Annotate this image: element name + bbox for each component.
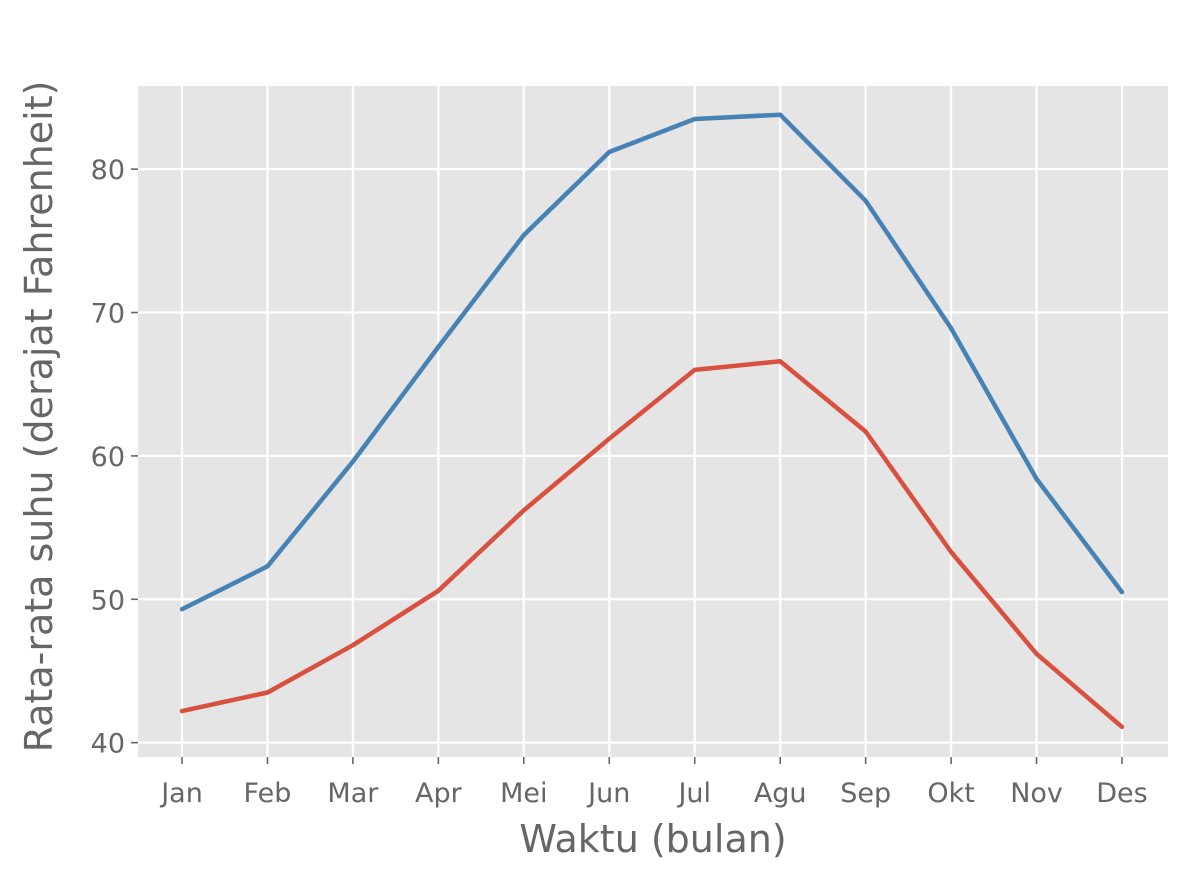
y-axis-label: Rata-rata suhu (derajat Fahrenheit): [17, 81, 61, 753]
x-tick-label: Jun: [586, 778, 630, 809]
y-tick-label: 70: [91, 299, 125, 330]
x-tick-label: Feb: [244, 778, 292, 809]
x-tick-label: Sep: [840, 778, 891, 809]
x-tick-label: Agu: [754, 778, 807, 809]
series: [179, 112, 1125, 730]
x-tick-label: Mar: [327, 778, 379, 809]
series-line-2: [179, 359, 1125, 730]
axis-ticks: Jan Feb Mar Apr Mei Jun Jul Agu Sep Okt Nov Des 40 50…: [91, 155, 1148, 809]
y-tick-label: 40: [91, 729, 125, 760]
x-tick-label: Mei: [500, 778, 547, 809]
y-tick-label: 80: [91, 155, 125, 186]
x-tick-label: Okt: [927, 778, 974, 809]
x-tick-label: Jul: [676, 778, 711, 809]
x-tick-label: Nov: [1010, 778, 1063, 809]
x-axis-label: Waktu (bulan): [519, 817, 786, 861]
x-tick-label: Des: [1096, 778, 1147, 809]
x-tick-label: Jan: [159, 778, 203, 809]
x-tick-label: Apr: [415, 778, 463, 809]
y-tick-label: 50: [91, 585, 125, 616]
y-tick-label: 60: [91, 442, 125, 473]
plot-area: [138, 86, 1168, 757]
grid: [138, 86, 1168, 757]
series-line-1: [179, 112, 1125, 612]
